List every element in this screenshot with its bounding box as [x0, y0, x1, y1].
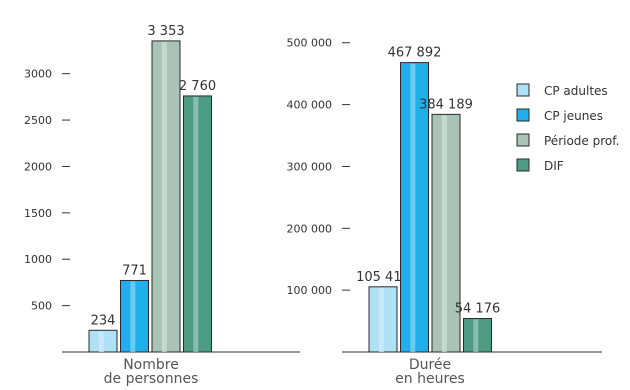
legend-label: Période prof.: [544, 134, 619, 148]
legend: CP adultes CP jeunes Période prof. DIF: [516, 83, 619, 173]
bar-highlight: [378, 287, 384, 352]
y-tick-label: 500 000: [287, 37, 333, 50]
chart-persons: 500 1000 1500 2000 2500 3000 234 771 3 353 2 760 N…: [24, 24, 300, 387]
bar-highlight: [410, 63, 416, 353]
category-label: de personnes: [104, 371, 199, 387]
bar-highlight: [161, 41, 167, 353]
legend-swatch: [516, 108, 530, 122]
bar-highlight: [130, 281, 136, 352]
legend-label: CP adultes: [544, 84, 608, 98]
data-label: 54 176: [455, 301, 501, 316]
y-tick-label: 200 000: [287, 222, 333, 235]
legend-swatch: [516, 133, 530, 147]
data-label: 384 189: [419, 97, 473, 112]
y-tick-label: 300 000: [287, 160, 333, 173]
category-label: en heures: [395, 371, 465, 387]
data-label: 771: [122, 263, 147, 278]
bar-highlight: [98, 331, 104, 352]
data-label: 467 892: [388, 46, 442, 61]
data-label: 234: [91, 313, 116, 328]
y-tick-label: 100 000: [287, 284, 333, 297]
legend-swatch: [516, 83, 530, 97]
y-tick-label: 1000: [24, 253, 52, 266]
legend-label: DIF: [544, 159, 564, 173]
y-tick-label: 2000: [24, 160, 52, 173]
chart-hours: 100 000 200 000 300 000 400 000 500 000 105 4…: [287, 37, 602, 387]
y-tick-label: 3000: [24, 68, 52, 81]
bar-highlight: [473, 319, 479, 352]
y-tick-label: 500: [31, 300, 52, 313]
y-tick-label: 1500: [24, 207, 52, 220]
bar-highlight: [441, 115, 447, 353]
legend-label: CP jeunes: [544, 109, 603, 123]
category-label: Durée: [409, 357, 451, 373]
bar-highlight: [193, 96, 199, 352]
y-tick-label: 2500: [24, 114, 52, 127]
data-label: 3 353: [147, 24, 184, 39]
data-label: 105 410: [356, 270, 410, 285]
legend-swatch: [516, 158, 530, 172]
category-label: Nombre: [123, 357, 179, 373]
data-label: 2 760: [179, 79, 216, 94]
y-tick-label: 400 000: [287, 99, 333, 112]
